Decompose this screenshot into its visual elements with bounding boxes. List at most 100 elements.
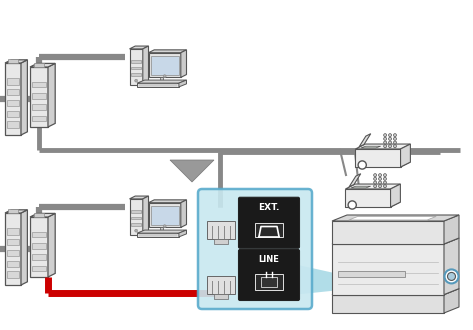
Bar — [8, 209, 18, 213]
Circle shape — [374, 177, 377, 180]
Bar — [32, 254, 46, 260]
Bar — [7, 228, 19, 235]
Bar — [131, 67, 141, 70]
Circle shape — [374, 174, 377, 177]
Polygon shape — [351, 186, 371, 188]
Polygon shape — [130, 196, 149, 199]
Bar — [32, 93, 46, 98]
Bar — [149, 53, 181, 78]
Polygon shape — [30, 214, 55, 217]
Bar — [5, 63, 21, 135]
Polygon shape — [130, 46, 149, 49]
Polygon shape — [355, 162, 411, 167]
Polygon shape — [143, 196, 149, 235]
Circle shape — [394, 134, 396, 137]
Circle shape — [389, 141, 392, 144]
Polygon shape — [332, 289, 459, 295]
Bar — [32, 82, 46, 87]
Bar — [34, 63, 44, 67]
Circle shape — [348, 201, 356, 209]
Bar — [7, 271, 19, 278]
Bar — [32, 115, 46, 121]
Bar — [7, 111, 19, 117]
Polygon shape — [345, 184, 400, 189]
Circle shape — [384, 141, 386, 144]
Bar — [130, 49, 143, 85]
Circle shape — [378, 185, 382, 188]
Polygon shape — [181, 200, 186, 227]
Circle shape — [378, 174, 382, 177]
Circle shape — [445, 269, 458, 283]
Circle shape — [384, 174, 386, 177]
Polygon shape — [170, 160, 214, 182]
Bar — [8, 59, 18, 63]
Bar — [7, 89, 19, 95]
Circle shape — [384, 137, 386, 140]
Polygon shape — [5, 210, 27, 213]
Polygon shape — [332, 215, 459, 221]
Bar — [32, 266, 46, 271]
Polygon shape — [391, 184, 400, 207]
Polygon shape — [361, 146, 381, 148]
Bar — [255, 222, 283, 237]
Circle shape — [389, 145, 392, 148]
Bar — [152, 235, 171, 237]
Polygon shape — [349, 216, 436, 220]
Bar — [338, 271, 405, 277]
Bar — [159, 78, 163, 85]
Polygon shape — [5, 60, 27, 63]
Polygon shape — [300, 265, 449, 299]
FancyBboxPatch shape — [238, 197, 299, 248]
Circle shape — [384, 181, 386, 184]
Bar — [7, 121, 19, 128]
FancyBboxPatch shape — [198, 189, 312, 309]
Bar — [32, 243, 46, 248]
Polygon shape — [332, 238, 459, 244]
Circle shape — [394, 145, 396, 148]
Text: LINE: LINE — [259, 255, 280, 264]
Circle shape — [378, 181, 382, 184]
Polygon shape — [181, 50, 186, 78]
Polygon shape — [137, 80, 186, 83]
Bar — [7, 250, 19, 256]
Polygon shape — [48, 63, 55, 127]
Polygon shape — [355, 144, 411, 149]
Bar — [34, 214, 44, 217]
Bar — [332, 295, 444, 313]
Bar — [159, 227, 163, 235]
Polygon shape — [444, 215, 459, 244]
Bar — [131, 217, 141, 219]
Polygon shape — [444, 238, 459, 295]
Bar — [207, 276, 235, 294]
Circle shape — [374, 181, 377, 184]
Circle shape — [394, 141, 396, 144]
Bar — [131, 223, 141, 226]
FancyBboxPatch shape — [238, 249, 299, 301]
Bar — [7, 260, 19, 267]
Polygon shape — [359, 134, 371, 147]
Circle shape — [394, 137, 396, 140]
Bar — [131, 74, 141, 76]
Bar — [32, 104, 46, 110]
Bar — [5, 213, 21, 285]
Polygon shape — [21, 60, 27, 135]
Circle shape — [135, 79, 138, 82]
Bar — [332, 221, 444, 244]
Bar — [255, 274, 283, 290]
Circle shape — [374, 185, 377, 188]
Bar — [137, 83, 179, 87]
Circle shape — [389, 137, 392, 140]
Circle shape — [447, 273, 455, 280]
Bar — [7, 78, 19, 84]
Bar — [30, 217, 48, 277]
Polygon shape — [345, 202, 400, 207]
Polygon shape — [30, 63, 55, 67]
Polygon shape — [179, 80, 186, 87]
Circle shape — [378, 177, 382, 180]
Circle shape — [384, 145, 386, 148]
Circle shape — [384, 134, 386, 137]
Polygon shape — [137, 230, 186, 233]
Bar — [7, 239, 19, 246]
Circle shape — [384, 185, 386, 188]
Bar — [30, 67, 48, 127]
